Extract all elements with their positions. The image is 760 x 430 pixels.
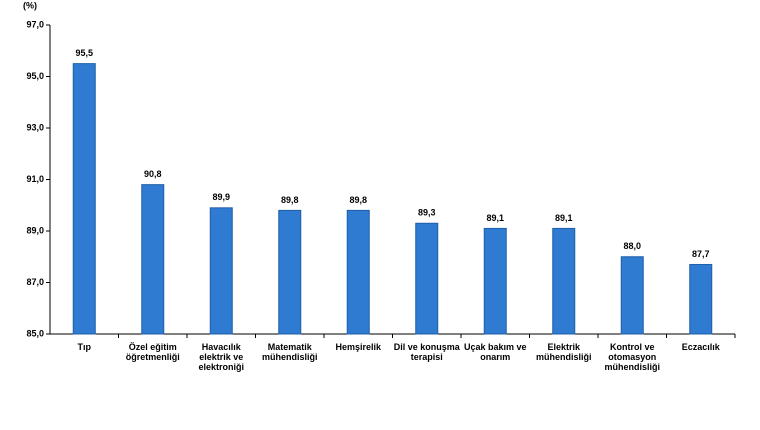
value-label: 88,0 xyxy=(623,241,641,251)
y-tick-label: 93,0 xyxy=(26,122,44,132)
x-tick-label: Hemşirelik xyxy=(335,342,382,352)
x-tick-label: Elektrik mühendisliği xyxy=(535,342,592,362)
y-tick-label: 87,0 xyxy=(26,277,44,287)
bar xyxy=(689,263,713,335)
value-label: 95,5 xyxy=(75,48,93,58)
value-label: 89,1 xyxy=(555,213,573,223)
bar xyxy=(552,227,576,335)
bar xyxy=(278,209,302,335)
value-label: 89,9 xyxy=(212,192,230,202)
bar xyxy=(620,256,644,335)
x-tick-label: Matematik mühendisliği xyxy=(261,342,318,362)
value-label: 89,3 xyxy=(418,208,436,218)
x-tick-label: Eczacılık xyxy=(681,342,720,352)
y-tick-label: 91,0 xyxy=(26,174,44,184)
value-label: 89,1 xyxy=(486,213,504,223)
y-tick-label: 97,0 xyxy=(26,19,44,29)
x-tick-label: Uçak bakım ve onarım xyxy=(463,342,527,362)
bar xyxy=(141,184,165,335)
bar xyxy=(346,209,370,335)
y-tick-label: 95,0 xyxy=(26,71,44,81)
x-tick-label: Kontrol ve otomasyon mühendisliği xyxy=(604,342,660,372)
y-tick-label: 85,0 xyxy=(26,328,44,338)
value-label: 89,8 xyxy=(281,195,299,205)
value-label: 90,8 xyxy=(144,169,162,179)
y-tick-label: 89,0 xyxy=(26,225,44,235)
unit-label: (%) xyxy=(23,0,37,10)
x-tick-label: Tıp xyxy=(77,342,92,352)
bar xyxy=(415,222,439,335)
bar xyxy=(209,207,233,335)
bar xyxy=(72,63,96,335)
x-tick-label: Dil ve konuşma terapisi xyxy=(393,342,460,362)
x-tick-label: Özel eğitim öğretmenliği xyxy=(125,342,180,362)
x-tick-label: Havacılık elektrik ve elektroniği xyxy=(198,342,244,372)
bar xyxy=(483,227,507,335)
value-label: 87,7 xyxy=(692,249,710,259)
value-label: 89,8 xyxy=(349,195,367,205)
